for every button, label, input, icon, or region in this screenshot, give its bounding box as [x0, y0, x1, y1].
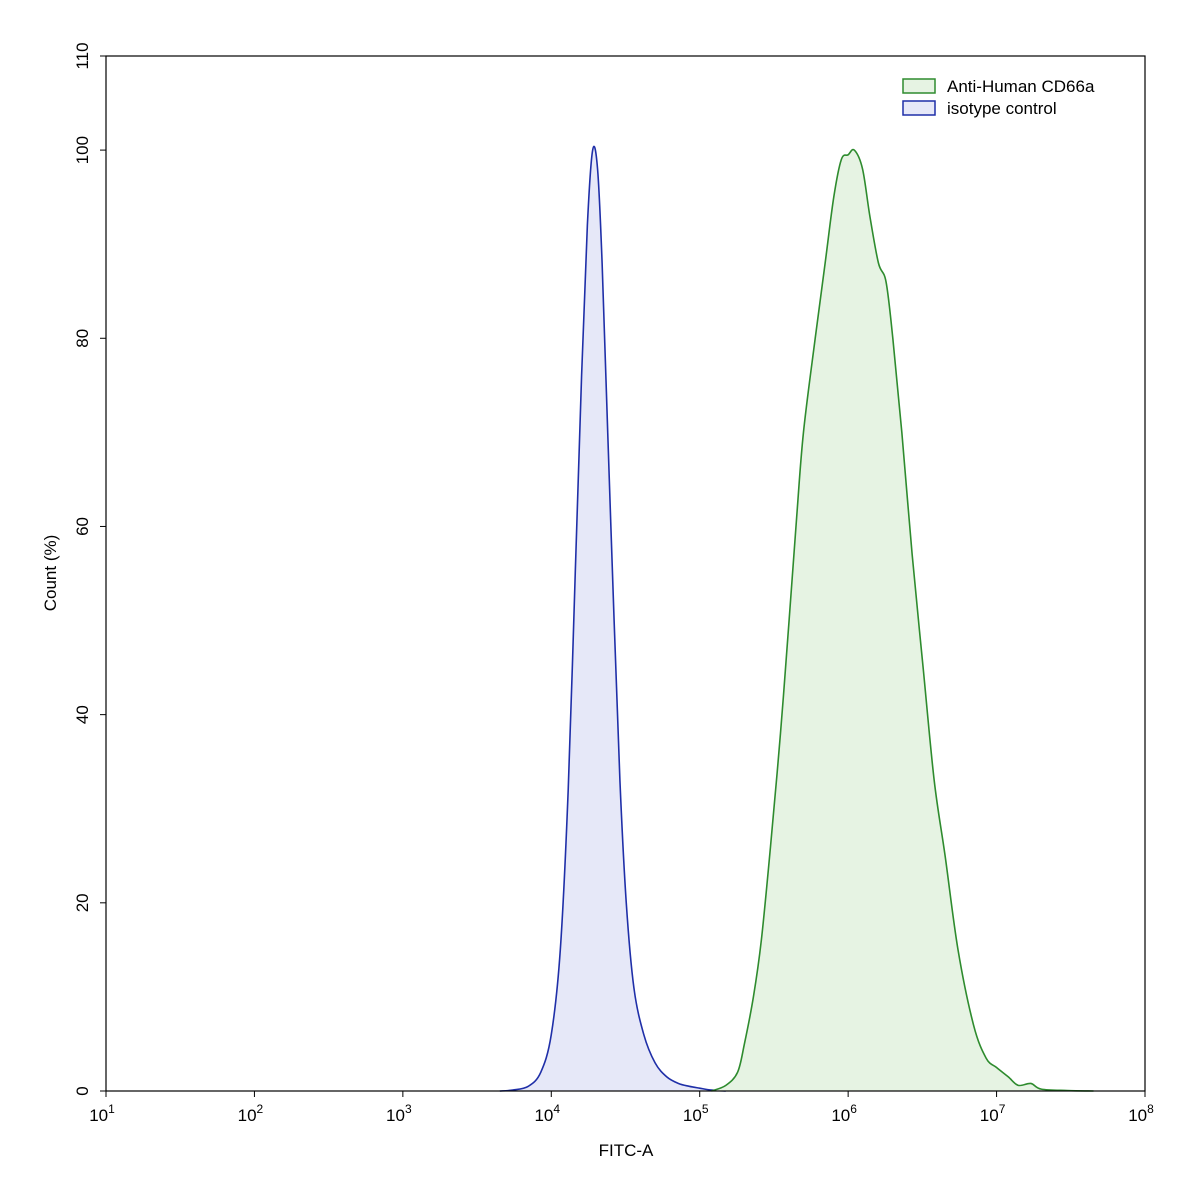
y-tick-label: 60: [73, 517, 92, 536]
ticks-layer: 101 102 103 104 105 106 107 108 0 20 40 60 80 100 110: [73, 42, 1154, 1125]
y-axis-label: Count (%): [41, 535, 60, 612]
y-tick-label: 0: [73, 1086, 92, 1095]
x-tick-label: 101: [89, 1102, 115, 1125]
series-area-cd66a: [711, 149, 1094, 1092]
x-axis-label: FITC-A: [599, 1141, 654, 1160]
x-tick-label: 106: [831, 1102, 857, 1125]
x-tick-label: 108: [1128, 1102, 1154, 1125]
y-tick-label: 80: [73, 329, 92, 348]
series-layer: [499, 145, 1094, 1092]
series-line-isotype: [499, 145, 726, 1092]
y-tick-label: 100: [73, 136, 92, 164]
x-tick-label: 107: [980, 1102, 1006, 1125]
x-tick-label: 105: [683, 1102, 709, 1125]
y-tick-label: 110: [73, 42, 92, 69]
legend-swatch-cd66a: [902, 78, 936, 94]
plot-frame: [105, 55, 1146, 1092]
legend-label-isotype: isotype control: [947, 99, 1057, 118]
series-area-isotype: [499, 146, 726, 1091]
legend-label-cd66a: Anti-Human CD66a: [947, 77, 1095, 96]
series-line-cd66a: [711, 148, 1094, 1092]
x-tick-label: 102: [238, 1102, 264, 1125]
x-tick-label: 103: [386, 1102, 412, 1125]
x-tick-label: 104: [534, 1102, 560, 1125]
legend: Anti-Human CD66a isotype control: [902, 77, 1095, 118]
y-tick-label: 20: [73, 893, 92, 912]
legend-swatch-isotype: [902, 100, 936, 116]
y-tick-label: 40: [73, 705, 92, 724]
